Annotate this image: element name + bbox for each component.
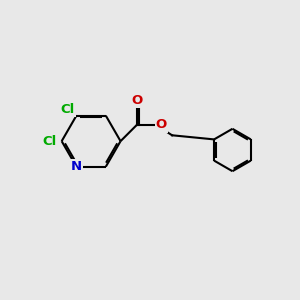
Text: Cl: Cl	[60, 103, 75, 116]
Text: O: O	[131, 94, 142, 107]
Text: O: O	[156, 118, 167, 131]
Text: N: N	[71, 160, 82, 173]
Text: Cl: Cl	[42, 135, 56, 148]
